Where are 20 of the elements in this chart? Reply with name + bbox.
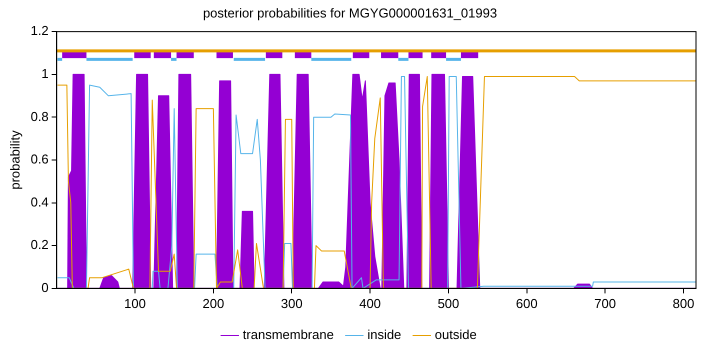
- x-tick-label: 300: [280, 296, 303, 311]
- y-tick-label: 0: [41, 280, 49, 295]
- x-tick-label: 200: [202, 296, 224, 311]
- y-tick-label: 1.2: [30, 23, 49, 38]
- x-tick-label: 400: [359, 296, 381, 311]
- y-tick-label: 0.2: [30, 237, 49, 252]
- x-tick-label: 100: [124, 296, 146, 311]
- y-tick-label: 1: [41, 66, 49, 81]
- y-axis-title: probability: [7, 130, 22, 190]
- legend-label: transmembrane: [242, 327, 334, 342]
- x-tick-label: 600: [516, 296, 538, 311]
- y-tick-label: 0.8: [30, 108, 49, 124]
- y-tick-label: 0.6: [30, 152, 49, 167]
- legend-label: outside: [434, 327, 477, 342]
- x-tick-label: 800: [672, 296, 694, 311]
- x-tick-label: 500: [438, 296, 460, 311]
- x-tick-label: 700: [594, 296, 616, 311]
- chart-title: posterior probabilities for MGYG000001631_01993: [202, 5, 498, 20]
- legend-label: inside: [367, 327, 402, 342]
- y-tick-label: 0.4: [30, 194, 49, 210]
